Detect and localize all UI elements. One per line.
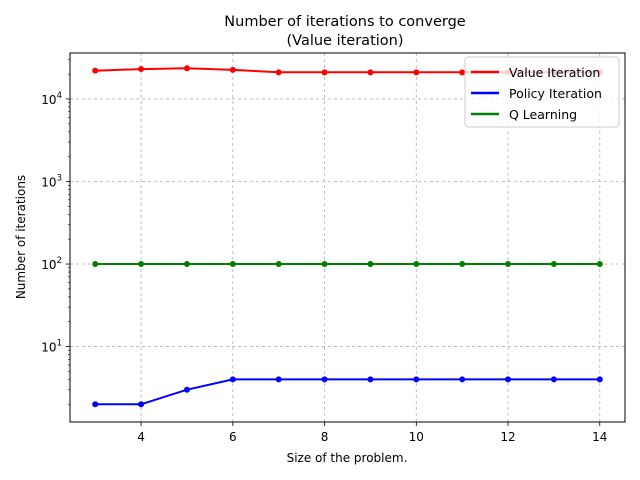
data-point [367, 261, 374, 268]
x-tick-label: 6 [229, 430, 237, 444]
y-tick-exponent: 3 [57, 173, 62, 183]
data-point [183, 261, 190, 268]
data-point [92, 401, 99, 408]
series-policy-iteration [92, 376, 603, 408]
y-tick-base: 10 [41, 175, 56, 189]
series-line [95, 378, 600, 406]
series-q-learning [92, 261, 603, 268]
y-tick-label: 104 [41, 91, 62, 107]
x-tick-label: 14 [592, 430, 607, 444]
x-tick-label: 8 [321, 430, 329, 444]
legend: Value Iteration Policy Iteration Q Learnin… [464, 56, 620, 128]
data-point [92, 261, 99, 268]
data-point [275, 69, 282, 76]
y-tick-base: 10 [41, 341, 56, 355]
chart-title-line1: Number of iterations to converge [224, 14, 465, 30]
data-point [229, 376, 236, 383]
legend-label: Policy Iteration [509, 86, 602, 101]
data-point [275, 261, 282, 268]
y-axis-label: Number of iterations [14, 175, 28, 299]
y-tick-exponent: 4 [57, 91, 62, 101]
data-point [183, 65, 190, 72]
data-point [413, 376, 420, 383]
data-point [413, 69, 420, 76]
data-point [229, 66, 236, 73]
data-point [367, 69, 374, 76]
y-tick-base: 10 [41, 258, 56, 272]
legend-box [464, 56, 620, 128]
data-point [92, 67, 99, 74]
x-axis-label: Size of the problem. [287, 451, 408, 465]
data-point [138, 401, 145, 408]
data-point [321, 261, 328, 268]
y-tick-label: 102 [41, 256, 62, 272]
y-tick-base: 10 [41, 93, 56, 107]
x-tick-label: 4 [137, 430, 145, 444]
data-point [459, 376, 466, 383]
data-point [321, 69, 328, 76]
data-point [505, 376, 512, 383]
data-point [229, 261, 236, 268]
data-point [596, 376, 603, 383]
data-point [459, 69, 466, 76]
data-point [138, 66, 145, 73]
y-tick-label: 103 [41, 173, 62, 189]
data-point [550, 261, 557, 268]
x-tick-label: 10 [409, 430, 424, 444]
data-point [367, 376, 374, 383]
data-point [505, 261, 512, 268]
data-point [138, 261, 145, 268]
chart-title-line2: (Value iteration) [287, 33, 404, 49]
data-point [321, 376, 328, 383]
data-point [413, 261, 420, 268]
data-point [275, 376, 282, 383]
y-tick-label: 101 [41, 339, 62, 355]
plot-frame [69, 52, 626, 423]
y-tick-exponent: 1 [57, 339, 62, 349]
data-point [459, 261, 466, 268]
data-point [550, 376, 557, 383]
legend-label: Value Iteration [509, 65, 600, 80]
data-point [183, 386, 190, 393]
data-point [596, 261, 603, 268]
x-tick-label: 12 [500, 430, 515, 444]
legend-label: Q Learning [509, 107, 577, 122]
y-tick-exponent: 2 [57, 256, 62, 266]
